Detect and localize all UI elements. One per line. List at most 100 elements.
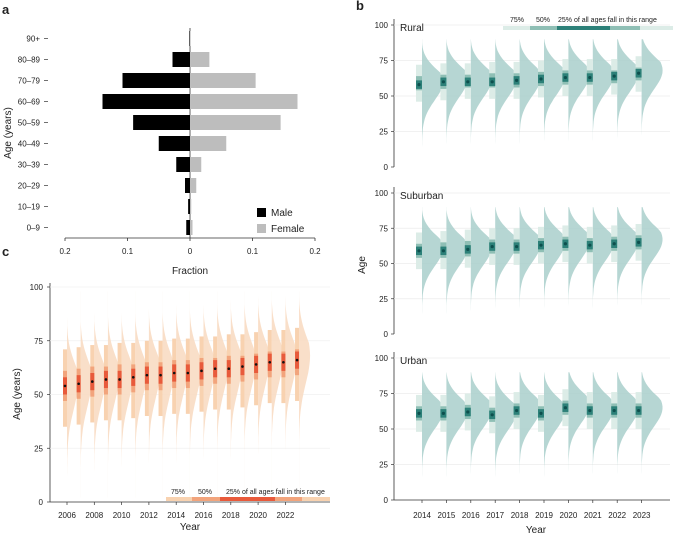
median-point xyxy=(145,373,149,377)
category-label: 80–89 xyxy=(18,56,41,65)
median-point xyxy=(441,249,445,253)
x-tick-label: 2016 xyxy=(195,511,213,520)
y-tick-label: 50 xyxy=(379,260,388,269)
median-point xyxy=(539,77,543,81)
median-point xyxy=(104,378,108,381)
median-point xyxy=(118,378,121,381)
median-point xyxy=(417,249,421,253)
median-point xyxy=(515,244,519,249)
violin-shape xyxy=(217,291,229,498)
violin-shape xyxy=(641,207,663,320)
x-tick-label: 0.2 xyxy=(59,247,71,256)
female-bar xyxy=(190,220,193,235)
median-point xyxy=(490,80,494,84)
female-bar xyxy=(190,136,227,151)
subplot-title: Rural xyxy=(400,23,424,34)
violin-shape xyxy=(148,291,160,498)
median-point xyxy=(241,365,244,368)
violin-shape xyxy=(67,291,78,498)
x-tick-label: 2012 xyxy=(140,511,158,520)
median-point xyxy=(466,80,470,84)
female-bar xyxy=(190,94,298,109)
x-tick-label: 2006 xyxy=(58,511,76,520)
legend-50-label: 50% xyxy=(536,17,550,24)
violin-shape xyxy=(422,372,443,486)
median-point xyxy=(637,71,641,75)
violin-shape xyxy=(230,291,242,498)
x-tick-label: 2016 xyxy=(462,511,480,520)
legend-75-label: 75% xyxy=(510,17,524,24)
violin-shape xyxy=(617,372,639,486)
male-bar xyxy=(189,31,190,46)
x-tick-label: 2014 xyxy=(413,511,431,520)
median-point xyxy=(213,367,217,371)
y-tick-label: 25 xyxy=(34,444,43,453)
legend-male-label: Male xyxy=(271,208,293,219)
panel-b-label: b xyxy=(356,0,364,13)
y-tick-label: 75 xyxy=(379,390,388,399)
x-tick-label: 0 xyxy=(188,247,193,256)
legend-25-bar xyxy=(220,497,275,501)
median-point xyxy=(227,367,231,371)
violin-shape xyxy=(121,291,133,498)
median-point xyxy=(515,408,519,413)
median-point xyxy=(637,408,641,413)
male-bar xyxy=(188,199,190,214)
violin-shape xyxy=(162,291,174,498)
male-bar xyxy=(158,136,190,151)
x-tick-label: 2020 xyxy=(560,511,578,520)
violin-shape xyxy=(519,207,541,320)
legend-75-label: 75% xyxy=(171,489,185,496)
y-tick-label: 75 xyxy=(379,224,388,233)
y-tick-label: 100 xyxy=(375,189,389,198)
x-tick-label: 2014 xyxy=(167,511,185,520)
median-point xyxy=(417,411,421,415)
legend-female-swatch xyxy=(257,224,266,233)
violin-shape xyxy=(495,39,517,153)
violin-shape xyxy=(271,291,283,498)
median-point xyxy=(295,358,299,362)
violin-shape xyxy=(568,39,590,153)
violin-shape xyxy=(135,291,147,498)
y-tick-label: 25 xyxy=(379,295,388,304)
violin-shape xyxy=(244,291,256,498)
violin-shape xyxy=(617,207,639,320)
category-label: 0–9 xyxy=(27,224,41,233)
median-point xyxy=(637,240,641,244)
median-point xyxy=(254,363,258,366)
y-tick-label: 0 xyxy=(384,163,389,172)
y-axis-label: Age xyxy=(357,256,368,274)
x-tick-label: 2010 xyxy=(113,511,131,520)
violin-shape xyxy=(470,372,492,486)
y-tick-label: 100 xyxy=(30,283,44,292)
subplot-title: Urban xyxy=(400,356,427,367)
male-bar xyxy=(122,73,190,88)
x-tick-label: 2022 xyxy=(277,511,295,520)
legend-25-label: 25% of all ages fall in this range xyxy=(558,17,657,24)
violin-shape xyxy=(446,39,468,153)
violin-shape xyxy=(495,372,517,486)
violin-shape xyxy=(94,291,106,498)
median-point xyxy=(172,371,176,375)
violin-shape xyxy=(641,372,663,486)
category-label: 90+ xyxy=(26,35,40,44)
female-bar xyxy=(190,52,210,67)
x-tick-label: 2008 xyxy=(85,511,103,520)
x-tick-label: 2018 xyxy=(222,511,240,520)
panel-a-label: a xyxy=(2,2,10,17)
median-point xyxy=(417,83,421,87)
x-tick-label: 2015 xyxy=(438,511,456,520)
median-point xyxy=(441,80,445,84)
violin-shape xyxy=(107,291,119,498)
violin-shape xyxy=(470,39,492,153)
violin-shape xyxy=(617,39,639,153)
x-tick-label: 2021 xyxy=(584,511,602,520)
male-bar xyxy=(172,52,190,67)
violin-shape xyxy=(519,39,541,153)
violin-shape xyxy=(568,207,590,320)
median-point xyxy=(77,382,80,386)
legend-50-label: 50% xyxy=(198,489,212,496)
male-bar xyxy=(176,157,190,172)
y-tick-label: 0 xyxy=(384,496,389,505)
